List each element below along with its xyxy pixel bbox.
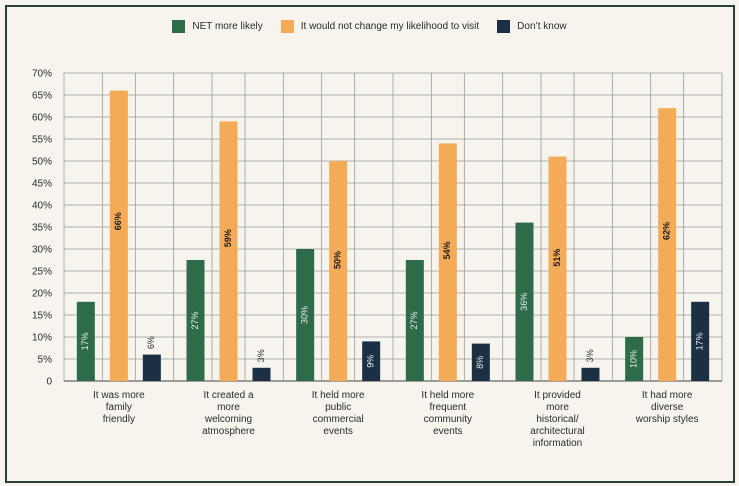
legend-item-would-not-change: It would not change my likelihood to vis… — [280, 20, 480, 33]
bar-value-label: 30% — [300, 306, 310, 324]
bar-1-2 — [329, 161, 348, 381]
bar-2-4 — [581, 367, 600, 381]
bar-1-3 — [438, 143, 457, 381]
legend-item-dont-know: Don’t know — [497, 20, 567, 33]
legend-swatch-would-not-change — [280, 20, 294, 33]
bar-2-0 — [142, 354, 161, 381]
y-tick-label: 15% — [32, 311, 52, 322]
bar-value-label: 9% — [366, 355, 376, 368]
bar-value-label: 10% — [629, 350, 639, 368]
bar-value-label: 3% — [585, 349, 595, 362]
y-tick-label: 25% — [32, 267, 52, 278]
bar-value-label: 17% — [80, 332, 90, 350]
y-tick-label: 60% — [32, 113, 52, 124]
x-category-label: It was more family friendly — [92, 390, 145, 425]
legend-swatch-net-more-likely — [172, 20, 186, 33]
legend-label-would-not-change: It would not change my likelihood to vis… — [300, 21, 480, 32]
y-tick-label: 55% — [32, 135, 52, 146]
bar-value-label: 54% — [442, 241, 452, 259]
bar-2-3 — [471, 343, 490, 381]
bar-value-label: 51% — [552, 249, 562, 267]
bar-0-3 — [405, 260, 424, 381]
y-tick-label: 10% — [32, 333, 52, 344]
x-category-label: It provided more historical/architectural i… — [530, 390, 585, 449]
y-tick-label: 30% — [32, 245, 52, 256]
y-tick-label: 40% — [32, 201, 52, 212]
chart-legend: NET more likely It would not change my l… — [0, 20, 739, 33]
bar-value-label: 50% — [333, 251, 343, 269]
y-tick-label: 70% — [32, 69, 52, 80]
bar-0-2 — [296, 249, 315, 381]
bar-0-5 — [625, 337, 644, 381]
x-category-label: It held more frequent community events — [421, 390, 475, 437]
bar-0-4 — [515, 222, 534, 381]
legend-label-dont-know: Don’t know — [517, 21, 567, 32]
legend-label-net-more-likely: NET more likely — [192, 21, 263, 32]
legend-swatch-dont-know — [497, 20, 511, 33]
y-tick-label: 35% — [32, 223, 52, 234]
bar-1-0 — [109, 90, 128, 381]
bar-value-label: 59% — [223, 229, 233, 247]
bar-value-label: 27% — [190, 311, 200, 329]
bar-2-1 — [252, 367, 271, 381]
x-category-label: It had more diverse worship styles — [635, 390, 699, 425]
legend-item-net-more-likely: NET more likely — [172, 20, 263, 33]
x-category-label: It created a more welcoming atmosphere — [202, 390, 255, 437]
bar-value-label: 8% — [475, 356, 485, 369]
bar-1-5 — [658, 108, 677, 381]
bar-value-label: 17% — [695, 332, 705, 350]
bar-0-0 — [76, 301, 95, 381]
y-tick-label: 50% — [32, 157, 52, 168]
y-tick-label: 45% — [32, 179, 52, 190]
x-category-label: It held more public commercial events — [311, 390, 365, 437]
y-tick-label: 0 — [46, 377, 52, 388]
y-tick-label: 20% — [32, 289, 52, 300]
bar-value-label: 3% — [256, 349, 266, 362]
bar-2-5 — [691, 301, 710, 381]
bar-0-1 — [186, 260, 205, 381]
bar-2-2 — [362, 341, 381, 381]
y-tick-label: 65% — [32, 91, 52, 102]
bar-value-label: 66% — [113, 212, 123, 230]
bar-1-1 — [219, 121, 238, 382]
bar-value-label: 27% — [409, 311, 419, 329]
y-tick-label: 5% — [38, 355, 53, 366]
bar-value-label: 36% — [519, 293, 529, 311]
bar-1-4 — [548, 156, 567, 381]
bar-value-label: 6% — [146, 336, 156, 349]
bar-value-label: 62% — [662, 222, 672, 240]
